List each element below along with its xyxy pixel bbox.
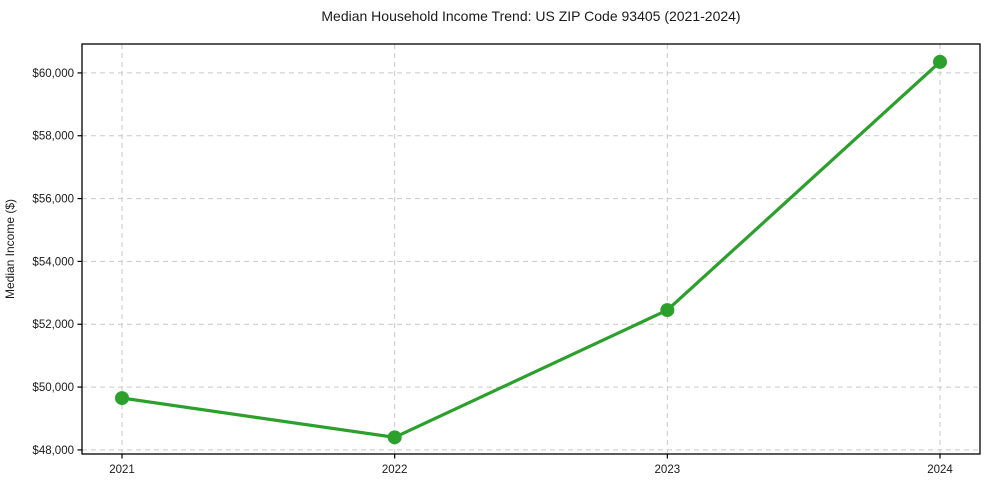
y-tick-label: $48,000 bbox=[32, 445, 74, 457]
x-tick-label: 2022 bbox=[382, 464, 408, 476]
y-tick-labels: $48,000 $50,000 $52,000 $54,000 $56,000 $58,0… bbox=[32, 68, 74, 457]
axis-ticks bbox=[77, 72, 941, 459]
series-layer bbox=[115, 54, 947, 445]
y-tick-label: $52,000 bbox=[32, 319, 74, 331]
data-point-2021 bbox=[115, 391, 129, 406]
gridlines bbox=[82, 44, 980, 454]
y-tick-label: $60,000 bbox=[32, 68, 74, 80]
plot-frame bbox=[81, 43, 981, 455]
income-trend-line bbox=[120, 60, 942, 439]
y-tick-label: $54,000 bbox=[32, 256, 74, 268]
chart-title: Median Household Income Trend: US ZIP Co… bbox=[321, 8, 740, 24]
y-tick-label: $58,000 bbox=[32, 131, 74, 143]
x-tick-labels: 2021 2022 2023 2024 bbox=[109, 464, 953, 476]
y-tick-label: $50,000 bbox=[32, 382, 74, 394]
y-tick-label: $56,000 bbox=[32, 194, 74, 206]
data-point-2023 bbox=[660, 303, 675, 318]
x-tick-label: 2021 bbox=[109, 464, 135, 476]
y-axis-label: Median Income ($) bbox=[3, 199, 17, 299]
data-point-2022 bbox=[387, 430, 402, 445]
x-tick-label: 2024 bbox=[927, 464, 953, 476]
x-tick-label: 2023 bbox=[655, 464, 681, 476]
data-point-2024 bbox=[933, 54, 947, 69]
